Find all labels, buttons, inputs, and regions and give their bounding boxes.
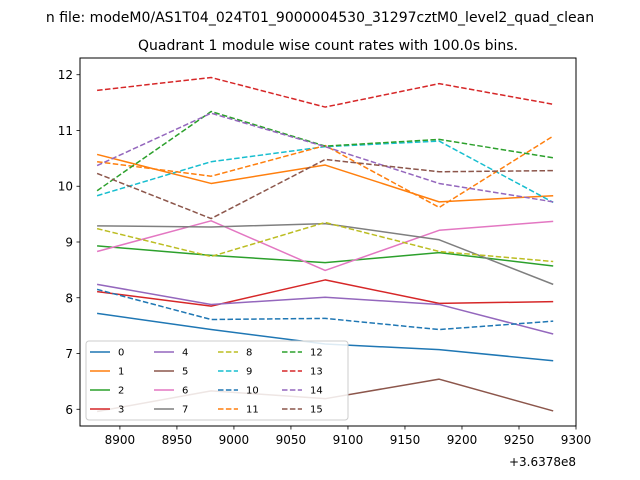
y-tick-label: 9 (65, 236, 73, 250)
y-tick-label: 12 (58, 68, 73, 82)
legend-label-4: 4 (182, 348, 188, 359)
y-tick-label: 11 (58, 124, 73, 138)
legend-label-10: 10 (246, 386, 259, 397)
legend-label-6: 6 (182, 386, 188, 397)
series-line-6 (96, 220, 554, 272)
legend-label-0: 0 (118, 348, 124, 359)
series-line-10 (96, 288, 554, 331)
y-tick-label: 8 (65, 291, 73, 305)
plot-area-frame (79, 57, 577, 427)
series-line-4 (96, 283, 554, 335)
figure-suptitle: n file: modeM0/AS1T04_024T01_9000004530_… (46, 10, 594, 26)
legend-label-2: 2 (118, 386, 124, 397)
x-tick-label: 9150 (390, 433, 421, 447)
x-tick-label: 9300 (561, 433, 592, 447)
series-line-15 (96, 158, 554, 220)
legend-frame (85, 340, 349, 421)
x-axis-ticks: 8900 8950 9000 9050 9100 9150 9200 9250 9300 (105, 426, 592, 447)
legend-label-12: 12 (310, 348, 323, 359)
legend-label-1: 1 (118, 367, 124, 378)
y-axis-ticks: 6 7 8 9 10 11 12 (58, 68, 80, 417)
x-axis-offset-label: +3.6378e8 (509, 455, 576, 469)
legend-label-9: 9 (246, 367, 252, 378)
legend-label-8: 8 (246, 348, 252, 359)
x-tick-label: 9100 (333, 433, 364, 447)
chart-title: Quadrant 1 module wise count rates with … (138, 38, 518, 54)
x-tick-label: 8950 (162, 433, 193, 447)
legend-label-3: 3 (118, 405, 124, 416)
x-tick-label: 9200 (447, 433, 478, 447)
x-tick-label: 9000 (219, 433, 250, 447)
legend-label-14: 14 (310, 386, 323, 397)
series-line-12 (96, 110, 554, 192)
legend-label-13: 13 (310, 367, 323, 378)
series-line-13 (97, 76, 554, 108)
legend-label-7: 7 (182, 405, 188, 416)
legend-label-15: 15 (310, 405, 323, 416)
series-line-3 (97, 279, 554, 307)
legend-label-5: 5 (182, 367, 188, 378)
x-tick-label: 9050 (276, 433, 307, 447)
y-tick-label: 6 (65, 403, 73, 417)
x-tick-label: 9250 (504, 433, 535, 447)
series-line-2 (97, 245, 554, 267)
y-tick-label: 7 (65, 347, 73, 361)
series-line-14 (96, 112, 554, 203)
series-line-8 (96, 221, 554, 263)
legend-label-11: 11 (246, 405, 259, 416)
y-tick-label: 10 (58, 180, 73, 194)
series-layer (96, 76, 554, 413)
x-tick-label: 8900 (105, 433, 136, 447)
